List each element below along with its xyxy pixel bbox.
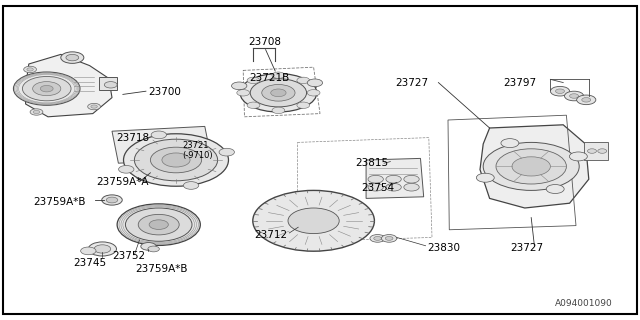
Text: 23700: 23700 xyxy=(148,87,181,97)
Polygon shape xyxy=(366,158,424,198)
Circle shape xyxy=(149,220,168,229)
Polygon shape xyxy=(26,54,112,117)
Circle shape xyxy=(386,175,401,183)
Circle shape xyxy=(496,149,566,184)
Text: 23721
(-9710): 23721 (-9710) xyxy=(182,141,213,160)
Circle shape xyxy=(232,82,247,90)
Text: 23815: 23815 xyxy=(355,158,388,168)
Circle shape xyxy=(253,190,374,251)
Circle shape xyxy=(374,236,381,240)
Circle shape xyxy=(184,182,199,189)
Circle shape xyxy=(247,77,260,84)
Text: A094001090: A094001090 xyxy=(556,299,613,308)
Text: 23721B: 23721B xyxy=(250,73,290,83)
Circle shape xyxy=(570,94,579,98)
Polygon shape xyxy=(112,126,211,163)
Text: 23759A*A: 23759A*A xyxy=(96,177,148,188)
Circle shape xyxy=(262,84,295,101)
Circle shape xyxy=(271,89,286,97)
Circle shape xyxy=(370,235,385,242)
Circle shape xyxy=(81,247,96,255)
Circle shape xyxy=(307,79,323,87)
Circle shape xyxy=(66,54,79,61)
Circle shape xyxy=(33,110,40,114)
Circle shape xyxy=(381,235,397,242)
Bar xyxy=(584,142,608,160)
Polygon shape xyxy=(480,125,589,208)
Text: 23745: 23745 xyxy=(74,258,107,268)
Circle shape xyxy=(141,243,156,250)
Circle shape xyxy=(134,139,218,181)
Circle shape xyxy=(91,105,97,108)
Circle shape xyxy=(88,242,116,256)
Circle shape xyxy=(556,89,564,93)
Circle shape xyxy=(368,175,383,183)
Circle shape xyxy=(272,107,285,114)
Circle shape xyxy=(240,74,317,112)
Circle shape xyxy=(24,66,36,73)
Circle shape xyxy=(40,85,53,92)
Circle shape xyxy=(368,183,383,191)
Circle shape xyxy=(404,183,419,191)
Text: 23759A*B: 23759A*B xyxy=(33,196,86,207)
Circle shape xyxy=(61,52,84,63)
Text: 23754: 23754 xyxy=(362,183,395,193)
Circle shape xyxy=(404,175,419,183)
Circle shape xyxy=(588,149,596,153)
Circle shape xyxy=(250,79,307,107)
Circle shape xyxy=(297,102,310,108)
Circle shape xyxy=(125,208,192,241)
Text: 23830: 23830 xyxy=(428,243,461,253)
Circle shape xyxy=(104,82,117,88)
Text: 23708: 23708 xyxy=(248,37,282,47)
Circle shape xyxy=(386,183,401,191)
Circle shape xyxy=(219,148,234,156)
Text: 23759A*B: 23759A*B xyxy=(136,264,188,274)
Circle shape xyxy=(117,204,200,245)
Text: 23712: 23712 xyxy=(255,229,288,240)
Circle shape xyxy=(577,95,596,105)
Circle shape xyxy=(151,131,166,139)
Circle shape xyxy=(118,165,134,173)
Circle shape xyxy=(582,98,591,102)
Text: 23727: 23727 xyxy=(396,77,429,88)
Circle shape xyxy=(22,76,71,101)
Circle shape xyxy=(106,197,118,203)
Text: 23752: 23752 xyxy=(113,251,146,261)
Circle shape xyxy=(162,153,190,167)
Bar xyxy=(99,77,117,90)
Circle shape xyxy=(550,86,570,96)
Text: 23797: 23797 xyxy=(504,77,537,88)
Circle shape xyxy=(288,208,339,234)
Circle shape xyxy=(148,246,159,252)
Circle shape xyxy=(570,152,588,161)
Circle shape xyxy=(272,72,285,78)
Circle shape xyxy=(13,72,80,105)
Circle shape xyxy=(483,142,579,190)
Circle shape xyxy=(138,214,179,235)
Circle shape xyxy=(297,77,310,84)
Circle shape xyxy=(385,236,393,240)
Circle shape xyxy=(564,91,584,101)
Circle shape xyxy=(27,68,33,71)
Circle shape xyxy=(247,102,260,108)
Circle shape xyxy=(598,149,607,153)
Circle shape xyxy=(88,103,100,110)
Circle shape xyxy=(512,157,550,176)
Circle shape xyxy=(30,109,43,115)
Circle shape xyxy=(237,90,250,96)
Text: 23718: 23718 xyxy=(116,133,150,143)
Circle shape xyxy=(124,134,228,186)
Circle shape xyxy=(94,245,111,253)
Text: 23727: 23727 xyxy=(511,243,544,253)
Circle shape xyxy=(150,147,202,173)
Circle shape xyxy=(546,185,564,194)
Circle shape xyxy=(501,139,519,148)
Circle shape xyxy=(33,82,61,96)
Circle shape xyxy=(307,90,320,96)
Circle shape xyxy=(102,195,122,205)
Circle shape xyxy=(476,173,494,182)
